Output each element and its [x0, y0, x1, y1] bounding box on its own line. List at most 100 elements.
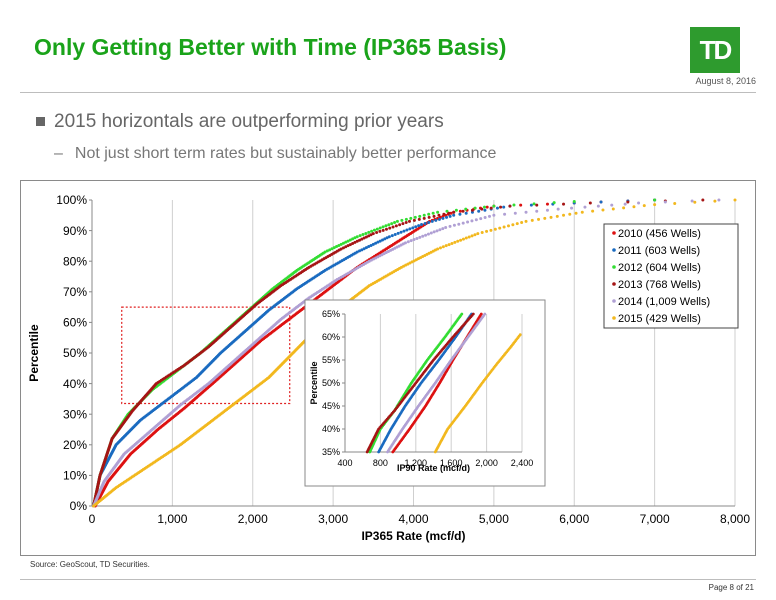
main-data-point: [447, 243, 451, 247]
main-data-point: [464, 211, 468, 215]
main-data-point: [502, 205, 506, 209]
main-y-tick-label: 80%: [63, 254, 87, 268]
main-data-point: [489, 228, 493, 232]
main-data-point: [417, 217, 421, 221]
date-label: August 8, 2016: [695, 76, 756, 86]
main-data-point: [492, 204, 496, 208]
main-data-point: [339, 242, 343, 246]
main-data-point: [403, 241, 407, 245]
main-data-point: [442, 212, 446, 216]
main-data-point: [562, 213, 566, 217]
main-data-point: [369, 243, 373, 247]
main-data-point: [701, 198, 705, 202]
main-data-point: [622, 206, 626, 210]
main-data-point: [474, 218, 478, 222]
main-data-point: [362, 247, 366, 251]
main-data-point: [323, 250, 327, 254]
main-data-point: [376, 240, 380, 244]
main-data-point: [426, 232, 430, 236]
bullet-sub: – Not just short term rates but sustainab…: [54, 145, 496, 163]
main-data-point: [404, 217, 408, 221]
main-data-point: [353, 236, 357, 240]
legend-label: 2014 (1,009 Wells): [618, 296, 710, 308]
main-data-point: [532, 202, 536, 206]
main-data-point: [415, 236, 419, 240]
main-series-4: [92, 198, 721, 508]
main-data-point: [418, 235, 422, 239]
main-y-tick-label: 70%: [63, 285, 87, 299]
main-x-tick-label: 6,000: [559, 512, 589, 526]
main-x-tick-label: 5,000: [479, 512, 509, 526]
main-data-point: [524, 210, 528, 214]
main-data-point: [449, 211, 453, 215]
main-data-point: [519, 203, 523, 207]
main-data-point: [545, 202, 549, 206]
main-data-point: [355, 235, 359, 239]
main-data-point: [537, 217, 541, 221]
main-data-point: [436, 247, 440, 251]
inset-series-3: [365, 312, 475, 454]
main-data-point: [422, 216, 426, 220]
main-data-point: [637, 201, 641, 205]
main-data-point: [385, 236, 389, 240]
main-data-point: [381, 238, 384, 242]
legend-marker: [612, 248, 616, 252]
main-data-point: [355, 250, 359, 254]
main-data-point: [372, 228, 376, 232]
main-data-point: [378, 226, 382, 230]
main-data-point: [339, 247, 343, 251]
main-data-point: [434, 218, 438, 222]
main-data-point: [346, 239, 350, 243]
footer-divider: [20, 579, 756, 580]
main-data-point: [436, 210, 440, 214]
main-data-point: [401, 222, 405, 226]
square-bullet-icon: [36, 117, 45, 126]
legend-marker: [612, 265, 616, 269]
main-data-point: [487, 214, 491, 218]
main-data-point: [437, 217, 441, 221]
main-data-point: [448, 224, 452, 228]
page-number: Page 8 of 21: [708, 583, 754, 592]
main-data-point: [572, 200, 576, 204]
main-data-point: [388, 226, 392, 230]
main-x-axis-label: IP365 Rate (mcf/d): [361, 529, 465, 543]
inset-x-tick-label: 400: [337, 458, 352, 468]
main-data-point: [369, 233, 373, 237]
main-data-point: [498, 226, 502, 230]
main-data-point: [470, 208, 474, 212]
main-data-point: [480, 231, 484, 235]
logo-text: TD: [699, 35, 733, 65]
main-data-point: [733, 198, 737, 202]
main-data-point: [495, 206, 499, 210]
main-y-axis-label: Percentile: [27, 324, 41, 382]
main-data-point: [588, 201, 592, 205]
inset-x-tick-label: 800: [373, 458, 388, 468]
main-y-tick-label: 10%: [63, 469, 87, 483]
main-data-point: [384, 227, 388, 231]
main-data-point: [351, 237, 355, 241]
main-data-point: [358, 249, 362, 253]
main-data-point: [610, 203, 614, 207]
main-data-point: [556, 207, 560, 211]
main-data-point: [378, 229, 382, 233]
main-data-point: [430, 219, 434, 223]
main-data-point: [381, 225, 385, 229]
main-data-point: [485, 205, 489, 209]
main-y-tick-label: 20%: [63, 438, 87, 452]
main-data-point: [543, 216, 547, 220]
ip365-chart: 0% 10% 20% 30% 40% 50% 60% 70% 80% 90% 100% 0 1,000 2…: [27, 193, 750, 543]
main-data-point: [438, 228, 442, 232]
main-data-point: [673, 201, 677, 205]
main-data-point: [427, 212, 431, 216]
main-x-tick-label: 1,000: [157, 512, 187, 526]
inset-series-4: [386, 312, 487, 454]
main-data-point: [642, 204, 646, 208]
inset-data-point: [483, 312, 487, 316]
main-data-point: [713, 199, 717, 203]
legend: 2010 (456 Wells) 2011 (603 Wells) 2012 (60…: [603, 223, 739, 329]
legend-label: 2010 (456 Wells): [618, 228, 701, 240]
main-data-point: [364, 231, 368, 235]
main-data-point: [653, 203, 657, 207]
main-data-point: [545, 208, 549, 212]
main-y-tick-label: 90%: [63, 224, 87, 238]
